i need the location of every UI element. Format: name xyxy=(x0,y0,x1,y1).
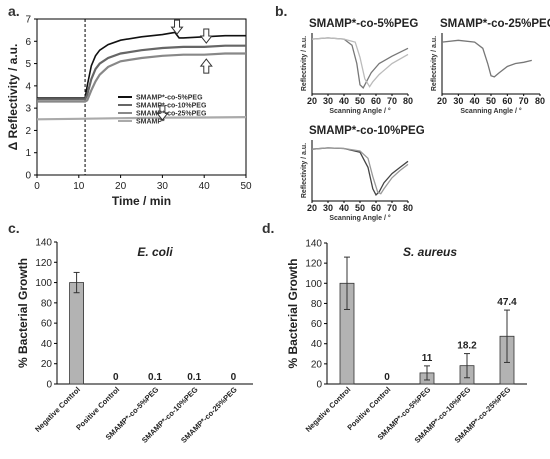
panel-a-series-line xyxy=(36,116,247,121)
panel-b-ylabel: Reflectivity / a.u. xyxy=(431,36,438,91)
panel-c-ytick-label: 20 xyxy=(41,359,53,370)
panel-a-legend-label: SMAMP*-co-25%PEG xyxy=(136,111,207,118)
panel-c-ytick-label: 60 xyxy=(41,319,53,330)
panel-a-xtick-label: 40 xyxy=(199,181,211,192)
panel-c-data-label: 0 xyxy=(231,372,237,383)
panel-c-ytick-label: 40 xyxy=(41,339,53,350)
panel-b-subplot-title: SMAMP*-co-25%PEG xyxy=(440,18,550,30)
panel-b-xtick-label: 60 xyxy=(371,96,381,106)
panel-d-ytick-label: 80 xyxy=(311,299,323,310)
panel-c-ytick-label: 80 xyxy=(41,298,53,309)
panel-a-ytick-label: 0 xyxy=(25,171,31,182)
panel-b-curve xyxy=(441,39,532,78)
panel-d-data-label: 0 xyxy=(384,372,390,383)
panel-a-arrow-up xyxy=(199,58,213,74)
panel-c-ytick-label: 140 xyxy=(35,238,52,249)
panel-b-xtick-label: 80 xyxy=(403,203,413,213)
panel-c-ytick-label: 0 xyxy=(46,380,52,391)
panel-b-xlabel: Scanning Angle / ° xyxy=(329,214,390,222)
panel-b-xtick-label: 40 xyxy=(470,96,480,106)
panel-b-curve xyxy=(311,147,409,195)
panel-b-curve xyxy=(311,147,409,196)
panel-a-ytick-label: 7 xyxy=(25,15,31,26)
panel-d-ytick-label: 60 xyxy=(311,319,323,330)
panel-b-xtick-label: 50 xyxy=(355,203,365,213)
panel-a-series-line xyxy=(37,44,246,101)
panel-a-arrow-down xyxy=(170,19,184,35)
panel-b-curve xyxy=(311,37,409,88)
panel-a-arrow-down xyxy=(199,28,213,44)
panel-b-xtick-label: 60 xyxy=(502,96,512,106)
panel-a-ytick-label: 3 xyxy=(25,104,31,115)
panel-c-data-label: 0.1 xyxy=(187,372,201,383)
panel-b-xlabel: Scanning Angle / ° xyxy=(329,107,390,115)
panel-a-xtick-label: 10 xyxy=(73,181,85,192)
panel-b-xtick-label: 50 xyxy=(355,96,365,106)
panel-b-xtick-label: 30 xyxy=(323,203,333,213)
panel-c-ytick-label: 120 xyxy=(35,258,52,269)
panel-a-legend-label: SMAMP* xyxy=(136,119,165,126)
panel-c-ytick-label: 100 xyxy=(35,278,52,289)
panel-a-ytick-label: 2 xyxy=(25,126,31,137)
panel-b-xtick-label: 70 xyxy=(519,96,529,106)
panel-b-xtick-label: 80 xyxy=(535,96,545,106)
panel-a-ytick-label: 6 xyxy=(25,37,31,48)
panel-label-b: b. xyxy=(275,3,287,19)
panel-a-legend-label: SMAMP*-co-5%PEG xyxy=(136,95,203,102)
panel-a-series-line xyxy=(37,31,246,99)
panel-b-xtick-label: 20 xyxy=(307,203,317,213)
panel-a-series-line xyxy=(37,52,246,103)
panel-c-title: E. coli xyxy=(137,245,173,259)
panel-b-xtick-label: 40 xyxy=(339,203,349,213)
panel-d-data-label: 11 xyxy=(422,353,433,364)
panel-d-data-label: 47.4 xyxy=(497,297,517,308)
panel-d-ytick-label: 20 xyxy=(311,359,323,370)
panel-b-subplot-title: SMAMP*-co-5%PEG xyxy=(309,18,418,30)
panel-d-title: S. aureus xyxy=(403,245,457,259)
panel-b-xtick-label: 20 xyxy=(307,96,317,106)
panel-a-ytick-label: 4 xyxy=(25,81,31,92)
panel-a-ytick-label: 5 xyxy=(25,59,31,70)
panel-a-xtick-label: 20 xyxy=(115,181,127,192)
panel-b-ylabel: Reflectivity / a.u. xyxy=(301,143,308,198)
panel-b-xlabel: Scanning Angle / ° xyxy=(460,107,521,115)
panel-d-ylabel: % Bacterial Growth xyxy=(286,258,300,368)
panel-a-xtick-label: 0 xyxy=(34,181,40,192)
panel-d-ytick-label: 40 xyxy=(311,339,323,350)
panel-c-bar xyxy=(69,282,84,385)
panel-b-xtick-label: 50 xyxy=(486,96,496,106)
panel-a-xlabel: Time / min xyxy=(112,194,171,208)
panel-b-xtick-label: 70 xyxy=(387,96,397,106)
panel-c-data-label: 0.1 xyxy=(148,372,162,383)
panel-d-ytick-label: 120 xyxy=(305,259,322,270)
panel-a-ylabel: Δ Reflectivity / a.u. xyxy=(6,44,20,151)
panel-d-ytick-label: 140 xyxy=(305,239,322,250)
panel-a-xtick-label: 50 xyxy=(240,181,252,192)
panel-label-d: d. xyxy=(262,220,274,236)
panel-d-data-label: 18.2 xyxy=(457,341,477,352)
panel-d-ytick-label: 0 xyxy=(316,380,322,391)
panel-b-subplot-title: SMAMP*-co-10%PEG xyxy=(309,125,425,137)
panel-d-ytick-label: 100 xyxy=(305,279,322,290)
panel-b-xtick-label: 40 xyxy=(339,96,349,106)
panel-b-xtick-label: 30 xyxy=(453,96,463,106)
panel-c-ylabel: % Bacterial Growth xyxy=(16,258,30,368)
panel-b-xtick-label: 60 xyxy=(371,203,381,213)
panel-a-frame xyxy=(36,18,247,176)
panel-b-xtick-label: 30 xyxy=(323,96,333,106)
panel-a-xtick-label: 30 xyxy=(157,181,169,192)
panel-b-xtick-label: 80 xyxy=(403,96,413,106)
panel-a-ytick-label: 1 xyxy=(25,148,31,159)
panel-b-ylabel: Reflectivity / a.u. xyxy=(301,36,308,91)
panel-a-legend-label: SMAMP*-co-10%PEG xyxy=(136,103,207,110)
panel-b-xtick-label: 70 xyxy=(387,203,397,213)
panel-c-data-label: 0 xyxy=(113,372,119,383)
panel-b-xtick-label: 20 xyxy=(437,96,447,106)
panel-a-arrow-down xyxy=(155,105,169,121)
panel-label-a: a. xyxy=(8,3,20,19)
panel-label-c: c. xyxy=(8,220,20,236)
